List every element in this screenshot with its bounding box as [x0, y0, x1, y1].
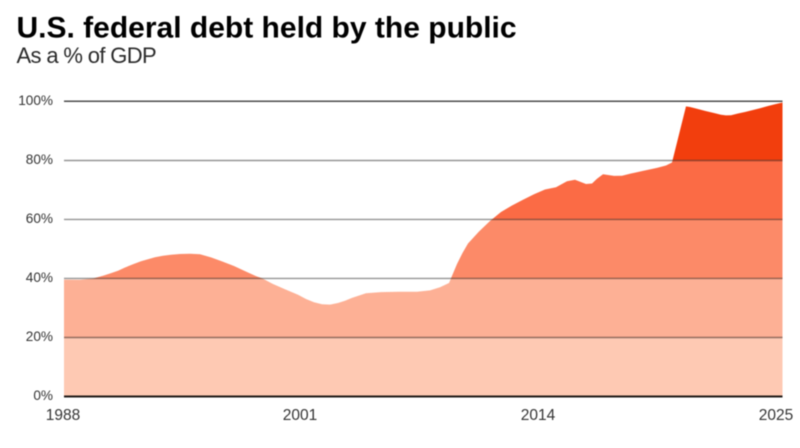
svg-text:0%: 0%	[33, 388, 53, 403]
svg-text:2025: 2025	[759, 407, 793, 424]
svg-text:40%: 40%	[26, 270, 53, 285]
svg-text:As a % of GDP: As a % of GDP	[17, 43, 157, 68]
svg-text:20%: 20%	[26, 329, 53, 344]
svg-text:U.S. federal debt held by the: U.S. federal debt held by the public	[17, 12, 517, 45]
svg-text:2001: 2001	[283, 407, 317, 424]
svg-text:2014: 2014	[521, 407, 556, 424]
svg-text:60%: 60%	[26, 211, 53, 226]
svg-text:80%: 80%	[26, 152, 53, 167]
svg-text:100%: 100%	[18, 93, 53, 108]
svg-text:1988: 1988	[46, 407, 80, 424]
